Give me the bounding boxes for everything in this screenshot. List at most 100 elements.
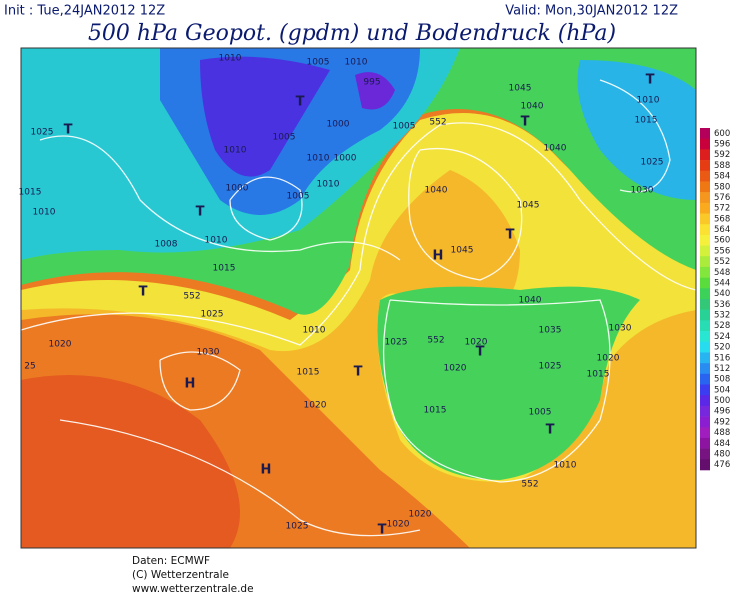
- colorbar-label: 592: [714, 150, 730, 160]
- isobar-label: 1008: [155, 240, 178, 250]
- isobar-label: 1010: [303, 326, 326, 336]
- colorbar-label: 496: [714, 407, 730, 417]
- isobar-label: 1015: [19, 188, 42, 198]
- pressure-center: T: [646, 73, 655, 88]
- colorbar-swatch: [700, 395, 710, 407]
- colorbar-swatch: [700, 192, 710, 204]
- isobar-label: 552: [427, 336, 444, 346]
- isobar-label: 1025: [31, 128, 54, 138]
- colorbar-swatch: [700, 202, 710, 214]
- init-time: Init : Tue,24JAN2012 12Z: [4, 4, 165, 19]
- isobar-label: 1025: [385, 338, 408, 348]
- isobar-label: 995: [363, 78, 380, 88]
- colorbar-label: 492: [714, 417, 730, 427]
- colorbar-swatch: [700, 299, 710, 310]
- colorbar-swatch: [700, 309, 710, 321]
- colorbar-swatch: [700, 405, 710, 417]
- pressure-center: T: [506, 228, 515, 243]
- isobar-label: 552: [521, 480, 538, 490]
- isobar-label: 1010: [554, 461, 577, 471]
- pressure-center: T: [196, 205, 205, 220]
- colorbar-swatch: [700, 363, 710, 375]
- pressure-center: T: [296, 95, 305, 110]
- colorbar-swatch: [700, 384, 710, 396]
- pressure-center: H: [261, 463, 272, 478]
- colorbar-swatch: [700, 224, 710, 236]
- isobar-label: 1005: [529, 408, 552, 418]
- isobar-label: 25: [24, 362, 35, 372]
- colorbar-swatch: [700, 320, 710, 332]
- isobar-label: 1015: [297, 368, 320, 378]
- colorbar-label: 476: [714, 460, 730, 470]
- isobar-label: 552: [183, 292, 200, 302]
- isobar-label: 1025: [539, 362, 562, 372]
- colorbar-label: 564: [714, 225, 730, 235]
- colorbar-swatch: [700, 138, 710, 150]
- isobar-label: 1005: [307, 58, 330, 68]
- colorbar-swatch: [700, 277, 710, 289]
- colorbar-label: 596: [714, 140, 730, 150]
- colorbar-swatch: [700, 427, 710, 439]
- isobar-label: 1000: [327, 120, 350, 130]
- isobar-label: 1020: [465, 338, 488, 348]
- isobar-label: 1015: [424, 406, 447, 416]
- isobar-label: 1015: [635, 116, 658, 126]
- pressure-center: T: [354, 365, 363, 380]
- isobar-label: 1040: [521, 102, 544, 112]
- colorbar-label: 516: [714, 353, 730, 363]
- isobar-label: 1000: [226, 184, 249, 194]
- colorbar-label: 552: [714, 257, 730, 267]
- colorbar-swatch: [700, 437, 710, 449]
- colorbar-label: 488: [714, 428, 730, 438]
- colorbar-label: 536: [714, 300, 730, 310]
- isobar-label: 1035: [539, 326, 562, 336]
- colorbar-label: 480: [714, 449, 730, 459]
- isobar-label: 1010: [317, 180, 340, 190]
- colorbar-swatch: [700, 170, 710, 182]
- pressure-center: T: [546, 423, 555, 438]
- colorbar-label: 524: [714, 332, 730, 342]
- colorbar-label: 556: [714, 246, 730, 256]
- footer-line: (C) Wetterzentrale: [132, 569, 229, 581]
- colorbar-label: 544: [714, 278, 730, 288]
- isobar-label: 1040: [544, 144, 567, 154]
- footer-line: Daten: ECMWF: [132, 555, 210, 567]
- colorbar-swatch: [700, 416, 710, 428]
- pressure-center: T: [521, 115, 530, 130]
- colorbar-label: 600: [714, 129, 730, 139]
- colorbar-swatch: [700, 128, 710, 139]
- isobar-label: 1015: [213, 264, 236, 274]
- valid-time: Valid: Mon,30JAN2012 12Z: [505, 4, 678, 19]
- pressure-center: H: [185, 377, 196, 392]
- colorbar-swatch: [700, 352, 710, 364]
- isobar-label: 1030: [197, 348, 220, 358]
- colorbar-swatch: [700, 160, 710, 172]
- isobar-label: 1000: [334, 154, 357, 164]
- colorbar-swatch: [700, 245, 710, 257]
- isobar-label: 552: [429, 118, 446, 128]
- isobar-label: 1045: [509, 84, 532, 94]
- colorbar-label: 508: [714, 375, 730, 385]
- isobar-label: 1025: [641, 158, 664, 168]
- colorbar-label: 540: [714, 289, 730, 299]
- pressure-center: H: [433, 249, 444, 264]
- map-field: [21, 48, 696, 548]
- colorbar-swatch: [700, 288, 710, 300]
- colorbar-label: 528: [714, 321, 730, 331]
- isobar-label: 1005: [393, 122, 416, 132]
- colorbar-swatch: [700, 266, 710, 278]
- isobar-label: 1020: [409, 510, 432, 520]
- colorbar-label: 568: [714, 214, 730, 224]
- colorbar-label: 548: [714, 268, 730, 278]
- colorbar-swatch: [700, 181, 710, 193]
- colorbar-label: 560: [714, 236, 730, 246]
- colorbar-label: 500: [714, 396, 730, 406]
- isobar-label: 1020: [49, 340, 72, 350]
- pressure-center: T: [139, 285, 148, 300]
- colorbar-label: 520: [714, 343, 730, 353]
- colorbar-swatch: [700, 331, 710, 343]
- colorbar-label: 484: [714, 439, 730, 449]
- map-title: 500 hPa Geopot. (gpdm) und Bodendruck (h…: [88, 21, 616, 46]
